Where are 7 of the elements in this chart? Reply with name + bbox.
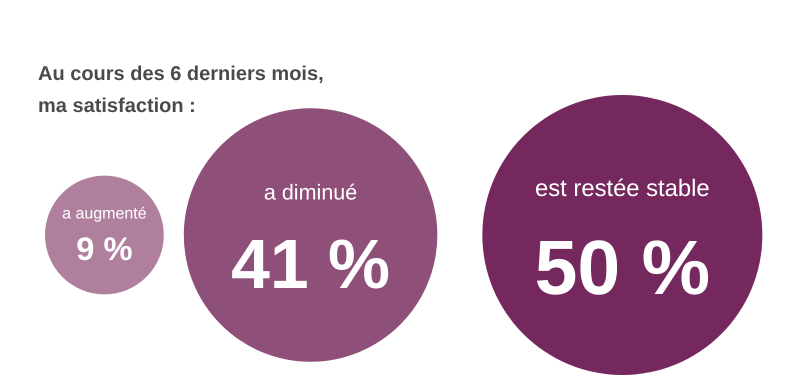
- data-label: 41 %: [231, 225, 390, 304]
- data-label: 9 %: [76, 230, 133, 267]
- data-label: 50 %: [534, 224, 710, 311]
- text: Au cours des 6 derniers mois, ma satisfaction :: [38, 62, 325, 119]
- category-label: a diminué: [264, 180, 358, 205]
- category-label: est restée stable: [535, 174, 710, 202]
- category-label: a augmenté: [62, 205, 147, 222]
